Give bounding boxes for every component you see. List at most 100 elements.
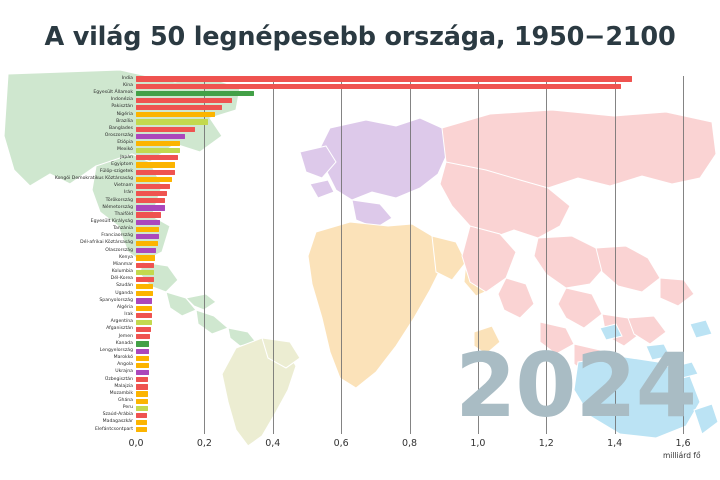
bar-row[interactable]: Malajzia [114, 384, 683, 391]
bar-row[interactable]: India [122, 76, 683, 83]
bar-row[interactable]: Banglades [109, 126, 683, 133]
bar[interactable] [136, 348, 149, 354]
bar[interactable] [136, 83, 622, 89]
bar[interactable] [136, 219, 160, 225]
bar-row[interactable]: Angola [117, 362, 683, 369]
bar-row[interactable]: Szudán [116, 283, 683, 291]
bar[interactable] [136, 420, 147, 426]
bar-row[interactable]: Ukrajna [115, 369, 683, 377]
bar[interactable] [136, 334, 150, 340]
bar[interactable] [136, 233, 159, 240]
bar-row[interactable]: Etiópia [117, 140, 683, 147]
bar-row[interactable]: Pakisztán [111, 104, 683, 112]
bar-row[interactable]: Mianmar [113, 262, 683, 269]
bar-row[interactable]: Uganda [115, 291, 683, 298]
bar[interactable] [136, 427, 147, 433]
bar[interactable] [136, 133, 186, 139]
bar-row[interactable]: Fülöp-szigetek [100, 169, 683, 176]
bar-row[interactable]: Kanada [116, 341, 683, 348]
bar-row[interactable]: Üzbegisztán [105, 377, 683, 384]
bar[interactable] [136, 140, 181, 147]
bar-row[interactable]: Lengyelország [100, 348, 683, 355]
bar[interactable] [136, 291, 153, 297]
bar[interactable] [136, 276, 154, 283]
bar-row[interactable]: Japán [120, 155, 683, 162]
bar[interactable] [136, 412, 148, 419]
bar[interactable] [136, 162, 175, 168]
bar-row[interactable]: Egyiptom [111, 162, 683, 169]
bar-row[interactable]: Egyesült Államok [93, 90, 683, 97]
bar[interactable] [136, 327, 151, 333]
bar-row[interactable]: Ghána [118, 398, 683, 405]
bar[interactable] [136, 248, 157, 254]
bar-row[interactable]: Brazília [116, 119, 683, 126]
bar[interactable] [136, 384, 148, 390]
bar-row[interactable]: Argentína [111, 319, 683, 326]
bar-row[interactable]: Egyesült Királyság [91, 219, 683, 226]
bar-row[interactable]: Németország [102, 205, 683, 212]
bar[interactable] [136, 176, 172, 182]
bar[interactable] [136, 284, 154, 290]
bar[interactable] [136, 212, 161, 218]
bar[interactable] [136, 205, 165, 211]
bar-row[interactable]: Kenya [119, 255, 683, 262]
bar-row[interactable]: Franciaország [101, 233, 683, 241]
bar-row[interactable]: Kolumbia [112, 269, 683, 276]
bar[interactable] [136, 148, 181, 154]
bar[interactable] [136, 126, 196, 132]
bar-row[interactable]: Algéria [117, 305, 683, 312]
bar[interactable] [136, 90, 254, 96]
bar-row[interactable]: Kongói Demokratikus Köztársaság [55, 176, 683, 183]
bar[interactable] [136, 155, 179, 161]
bar-row[interactable]: Dél-Korea [111, 276, 683, 283]
bar[interactable] [136, 269, 154, 275]
bar[interactable] [136, 369, 149, 376]
bar-row[interactable]: Tanzánia [113, 226, 683, 233]
bar-row[interactable]: Kína [123, 83, 683, 90]
bar[interactable] [136, 312, 152, 318]
bar-row[interactable]: Marokkó [114, 355, 683, 362]
bar[interactable] [136, 398, 148, 404]
bar[interactable] [136, 341, 150, 347]
bar-row[interactable]: Törökország [106, 198, 683, 205]
bar-row[interactable]: Olaszország [105, 248, 683, 255]
bar-row[interactable]: Peru [123, 405, 683, 412]
bar[interactable] [136, 241, 158, 247]
bar[interactable] [136, 183, 171, 190]
bar[interactable] [136, 391, 148, 397]
bar[interactable] [136, 119, 209, 125]
bar[interactable] [136, 305, 152, 311]
bar-row[interactable]: Dél-afrikai Köztársaság [80, 240, 683, 248]
bar-row[interactable]: Madagaszkár [103, 419, 683, 427]
bar[interactable] [136, 319, 152, 326]
bar[interactable] [136, 262, 155, 268]
bar-row[interactable]: Szaúd-Arábia [103, 412, 683, 420]
bar[interactable] [136, 190, 168, 197]
bar-row[interactable]: Vietnam [114, 183, 683, 190]
bar-row[interactable]: Jemen [119, 334, 683, 341]
bar-row[interactable]: Elefántcsontpart [95, 427, 683, 434]
bar[interactable] [136, 405, 148, 411]
bar-row[interactable]: Thaiföld [115, 212, 683, 219]
bar[interactable] [136, 169, 176, 175]
bar-row[interactable]: Nigéria [117, 112, 683, 119]
bar-row[interactable]: Mozambik [110, 391, 683, 398]
bar-row[interactable]: Spanyolország [99, 298, 683, 305]
bar[interactable] [136, 298, 153, 304]
bar[interactable] [136, 362, 149, 369]
bar[interactable] [136, 226, 160, 232]
bar-row[interactable]: Afganisztán [106, 326, 683, 334]
bar[interactable] [136, 355, 149, 361]
bar[interactable] [136, 97, 233, 104]
bar[interactable] [136, 76, 633, 82]
bar-row[interactable]: Irak [124, 312, 683, 319]
bar[interactable] [136, 112, 216, 118]
bar[interactable] [136, 377, 149, 383]
bar-row[interactable]: Indonézia [111, 97, 683, 104]
bar-row[interactable]: Irán [124, 190, 683, 198]
bar-row[interactable]: Oroszország [105, 133, 683, 140]
bar[interactable] [136, 255, 156, 261]
bar[interactable] [136, 105, 222, 111]
bar[interactable] [136, 198, 166, 204]
bar-row[interactable]: Mexikó [117, 147, 683, 155]
